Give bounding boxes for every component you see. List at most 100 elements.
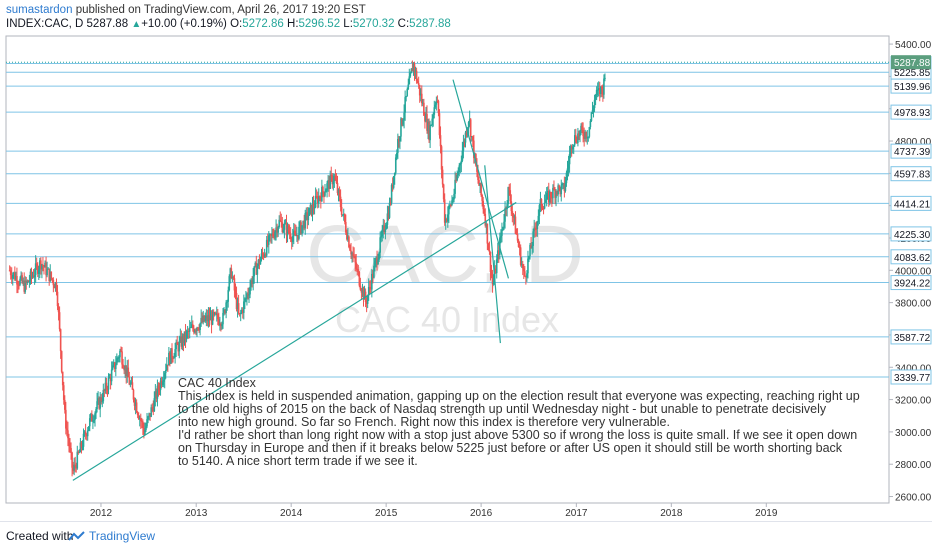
candle-body (124, 365, 126, 371)
candle-body (123, 367, 125, 371)
candle-body (304, 213, 307, 229)
candle-body (410, 68, 413, 74)
candle-body (424, 115, 426, 122)
candle-body (345, 221, 347, 233)
candle-body (483, 209, 486, 214)
candle-body (589, 121, 592, 128)
x-tick-label: 2018 (660, 508, 683, 519)
candle-body (565, 172, 568, 184)
candle-body (398, 139, 400, 142)
candle-body (207, 315, 210, 322)
candle-body (300, 222, 302, 234)
candle-body (247, 293, 249, 295)
annotation-line: to 5140. A nice short term trade if we s… (178, 454, 418, 468)
candle-body (147, 416, 149, 420)
time-axis[interactable]: 2012 2013 2014 2015 2016 2017 2018 2019 (90, 503, 778, 519)
candle-body (401, 118, 403, 125)
candle-body (405, 96, 407, 98)
author-link[interactable]: sumastardon (6, 4, 73, 16)
candle-body (157, 385, 160, 390)
candle-body (540, 199, 543, 208)
candle-body (552, 187, 554, 199)
candle-body (586, 137, 589, 139)
candle-body (260, 253, 263, 260)
candle-body (428, 122, 430, 141)
candle-body (137, 415, 140, 420)
candle-body (539, 199, 542, 206)
candle-body (223, 310, 225, 313)
candle-body (23, 280, 26, 292)
candle-body (65, 409, 67, 429)
candle-body (413, 63, 416, 73)
candle-body (386, 213, 389, 225)
candle-body (262, 254, 265, 257)
candle-body (301, 225, 303, 234)
candle-body (538, 205, 541, 216)
candle-body (358, 271, 361, 286)
candle-body (478, 180, 480, 186)
price-axis[interactable]: 2600.002800.003000.003200.003400.003600.… (889, 40, 932, 504)
candle-body (299, 222, 301, 227)
annotation-note: CAC 40 Index This index is held in suspe… (178, 376, 863, 468)
candle-body (106, 389, 109, 391)
candle-body (575, 135, 577, 142)
candle-body (19, 278, 21, 285)
level-price-label: 3339.77 (894, 373, 931, 384)
level-price-badge (890, 369, 932, 385)
candle-body (554, 189, 556, 198)
level-price-badge (890, 143, 932, 159)
close-value: 5287.88 (409, 18, 451, 30)
candle-body (37, 269, 40, 274)
candle-body (435, 100, 438, 105)
candle-body (353, 255, 355, 257)
candle-body (161, 381, 164, 385)
trendlines (72, 79, 517, 481)
level-price-label: 4414.21 (894, 199, 931, 210)
candle-body (376, 257, 378, 265)
plot-area[interactable] (5, 35, 890, 504)
candle-body (181, 336, 184, 347)
candle-body (231, 276, 234, 279)
candle-body (132, 389, 135, 400)
candle-body (412, 63, 415, 72)
tradingview-link[interactable]: TradingView (89, 529, 156, 543)
candle-body (465, 132, 468, 135)
candle-body (208, 315, 211, 321)
created-with-text: Created with (6, 529, 74, 543)
y-tick-label: 3400.00 (895, 363, 932, 374)
candle-body (597, 88, 600, 90)
candle-body (183, 331, 186, 343)
candle-body (286, 225, 289, 236)
candle-body (407, 84, 410, 90)
candle-body (266, 239, 269, 245)
candle-body (388, 202, 391, 218)
candle-body (495, 259, 498, 274)
candle-body (238, 313, 241, 315)
candle-body (94, 413, 96, 421)
candle-body (369, 287, 372, 290)
candle-body (64, 399, 66, 410)
annotation-line: to the old highs of 2015 on the back of … (178, 402, 827, 416)
candle-body (509, 190, 512, 202)
candle-body (297, 234, 299, 239)
candle-body (430, 124, 432, 126)
candle-body (357, 269, 360, 272)
candle-body (259, 259, 262, 265)
candle-body (25, 280, 28, 283)
candle-body (396, 153, 398, 158)
candle-body (192, 324, 194, 329)
candle-body (595, 89, 598, 96)
candle-body (138, 418, 141, 420)
candle-body (296, 234, 298, 237)
candle-body (484, 213, 487, 226)
candle-body (399, 136, 401, 142)
price-chart[interactable]: CAC, D CAC 40 Index 2600.002800.003000.0… (0, 0, 932, 521)
candle-body (43, 266, 45, 268)
candle-body (272, 233, 274, 237)
candle-body (312, 203, 315, 208)
candle-body (584, 131, 586, 139)
candle-body (400, 118, 402, 137)
candle-body (84, 431, 87, 435)
candle-body (379, 237, 381, 253)
candle-body (526, 273, 528, 278)
